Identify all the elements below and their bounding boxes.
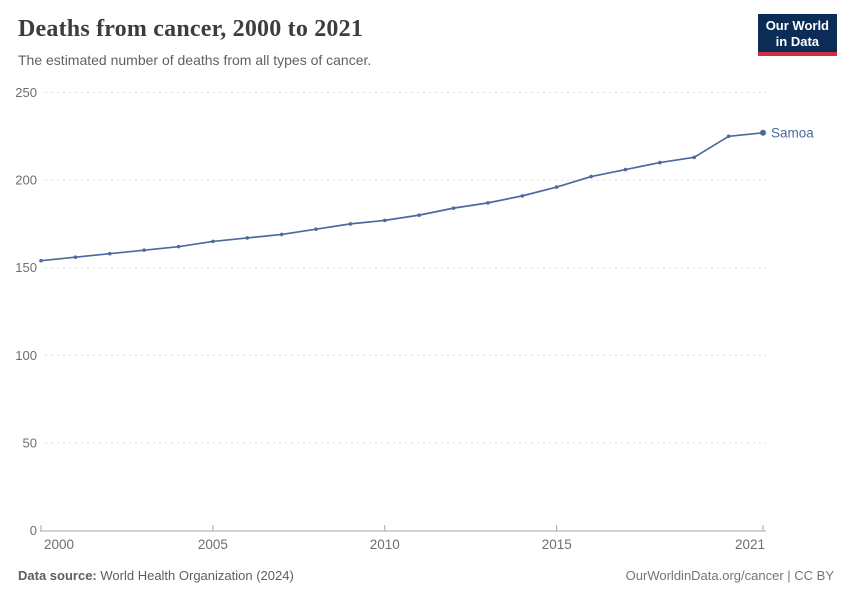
x-axis-tick-label: 2021 [735, 537, 765, 552]
data-point [73, 255, 78, 259]
y-axis-tick-label: 100 [15, 348, 37, 363]
data-point [486, 201, 490, 205]
data-point [658, 160, 662, 165]
data-point [211, 239, 215, 244]
data-point [383, 218, 387, 223]
data-point [692, 155, 697, 160]
y-axis-tick-label: 250 [15, 85, 37, 100]
x-axis-tick-label: 2010 [370, 537, 400, 552]
data-point [107, 251, 112, 256]
data-point [417, 213, 421, 217]
y-axis-tick-label: 0 [30, 523, 37, 538]
chart-header: Deaths from cancer, 2000 to 2021 The est… [18, 16, 371, 68]
data-point [520, 194, 525, 198]
data-point [554, 185, 559, 189]
data-point [176, 244, 181, 249]
chart-footer: Data source: World Health Organization (… [18, 568, 834, 583]
y-axis-tick-label: 200 [15, 173, 37, 188]
data-point [245, 236, 250, 240]
series-end-label: Samoa [771, 125, 814, 140]
data-point [348, 222, 353, 226]
owid-logo-line2: in Data [775, 33, 820, 49]
data-point [726, 134, 731, 139]
data-source-value: World Health Organization (2024) [100, 568, 294, 583]
data-point [279, 232, 284, 237]
y-axis-tick-label: 50 [23, 435, 37, 450]
x-axis-tick-label: 2000 [44, 537, 74, 552]
x-axis-tick-label: 2015 [542, 537, 572, 552]
data-point-end [760, 129, 766, 136]
data-line [40, 131, 764, 262]
owid-logo: Our World in Data [757, 14, 837, 57]
chart-title: Deaths from cancer, 2000 to 2021 [18, 16, 364, 42]
data-point [314, 227, 318, 231]
data-source-label: Data source: [18, 568, 97, 583]
data-point [142, 248, 146, 252]
data-source: Data source: World Health Organization (… [18, 568, 294, 583]
data-point [451, 206, 456, 210]
x-axis-tick-label: 2005 [198, 537, 228, 552]
owid-logo-line1: Our World [765, 18, 829, 33]
credit-line: OurWorldinData.org/cancer | CC BY [625, 568, 834, 583]
data-point [39, 258, 43, 263]
y-axis-tick-label: 150 [15, 260, 37, 275]
data-point [623, 167, 628, 172]
data-point [589, 174, 593, 179]
chart-subtitle: The estimated number of deaths from all … [18, 52, 372, 68]
